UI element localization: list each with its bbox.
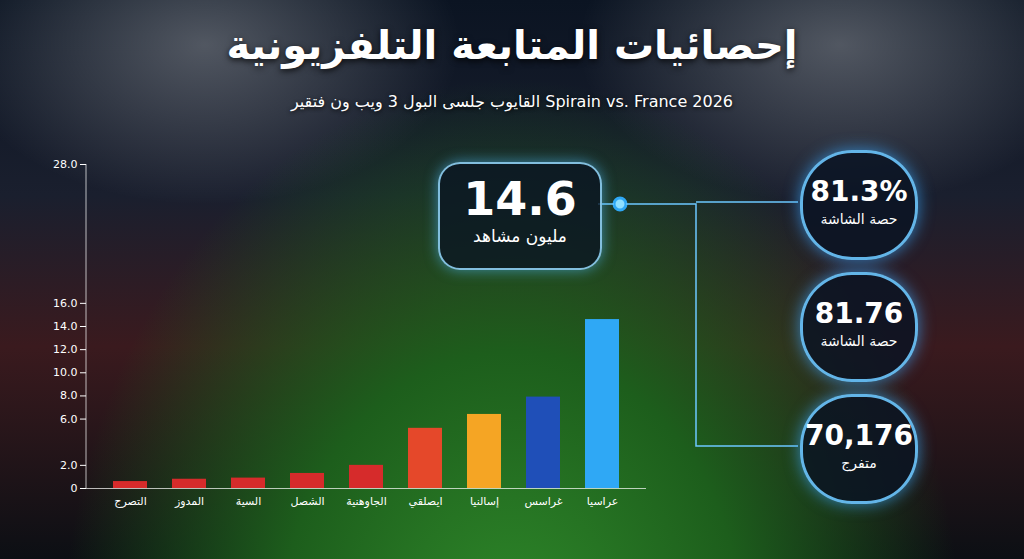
- svg-text:غراسس: غراسس: [524, 495, 562, 508]
- svg-text:الجاوهنية: الجاوهنية: [346, 495, 387, 508]
- svg-text:عراسيا: عراسيا: [587, 495, 619, 508]
- svg-text:التصرج: التصرج: [114, 495, 146, 508]
- svg-text:10.0: 10.0: [53, 366, 78, 379]
- html-text:14.6: 14.6: [463, 172, 577, 226]
- svg-text:0: 0: [71, 482, 78, 495]
- html-text:حصة الشاشة: حصة الشاشة: [820, 333, 898, 349]
- svg-text:2.0: 2.0: [60, 459, 78, 472]
- svg-text:14.0: 14.0: [53, 320, 78, 333]
- svg-text:الشصل: الشصل: [290, 495, 324, 508]
- html-text:81.76: 81.76: [814, 297, 904, 330]
- html-text:حصة الشاشة: حصة الشاشة: [820, 211, 898, 227]
- svg-text:المدوز: المدوز: [174, 495, 204, 508]
- svg-text:السية: السية: [236, 495, 261, 508]
- html-text:70,176: 70,176: [805, 419, 913, 452]
- svg-text:28.0: 28.0: [53, 158, 78, 171]
- html-text:Spirain vs. France 2026 القايو: Spirain vs. France 2026 القايوب جلسى الب…: [291, 92, 733, 111]
- html-text:81.3%: 81.3%: [810, 175, 908, 208]
- html-text:إحصائيات المتابعة التلفزيونية: إحصائيات المتابعة التلفزيونية: [226, 22, 798, 68]
- svg-text:12.0: 12.0: [53, 343, 78, 356]
- svg-text:إسالنيا: إسالنيا: [470, 495, 499, 508]
- svg-text:ايصلقي: ايصلقي: [408, 495, 442, 508]
- html-text:مليون مشاهد: مليون مشاهد: [473, 226, 567, 246]
- svg-text:6.0: 6.0: [60, 413, 78, 426]
- html-text:متفرج: متفرج: [841, 455, 877, 471]
- svg-text:16.0: 16.0: [53, 297, 78, 310]
- svg-text:8.0: 8.0: [60, 389, 78, 402]
